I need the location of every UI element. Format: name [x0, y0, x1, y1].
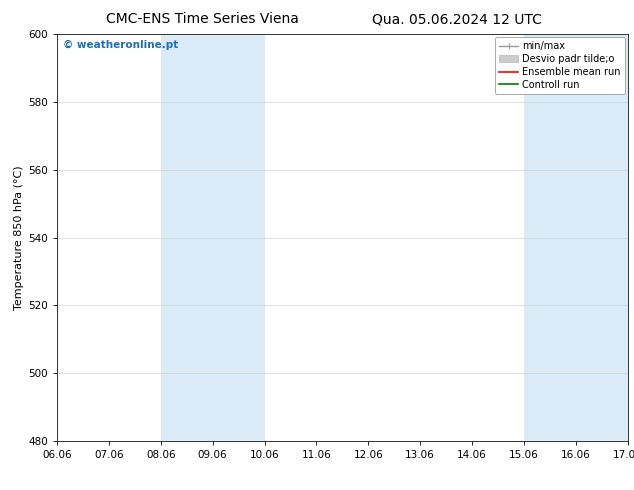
Text: CMC-ENS Time Series Viena: CMC-ENS Time Series Viena [107, 12, 299, 26]
Bar [524, 34, 628, 441]
Text: Qua. 05.06.2024 12 UTC: Qua. 05.06.2024 12 UTC [372, 12, 541, 26]
Legend: min/max, Desvio padr tilde;o, Ensemble mean run, Controll run: min/max, Desvio padr tilde;o, Ensemble m… [495, 37, 624, 94]
Y-axis label: Temperature 850 hPa (°C): Temperature 850 hPa (°C) [14, 165, 24, 310]
Text: © weatheronline.pt: © weatheronline.pt [63, 40, 178, 50]
Bar [161, 34, 264, 441]
